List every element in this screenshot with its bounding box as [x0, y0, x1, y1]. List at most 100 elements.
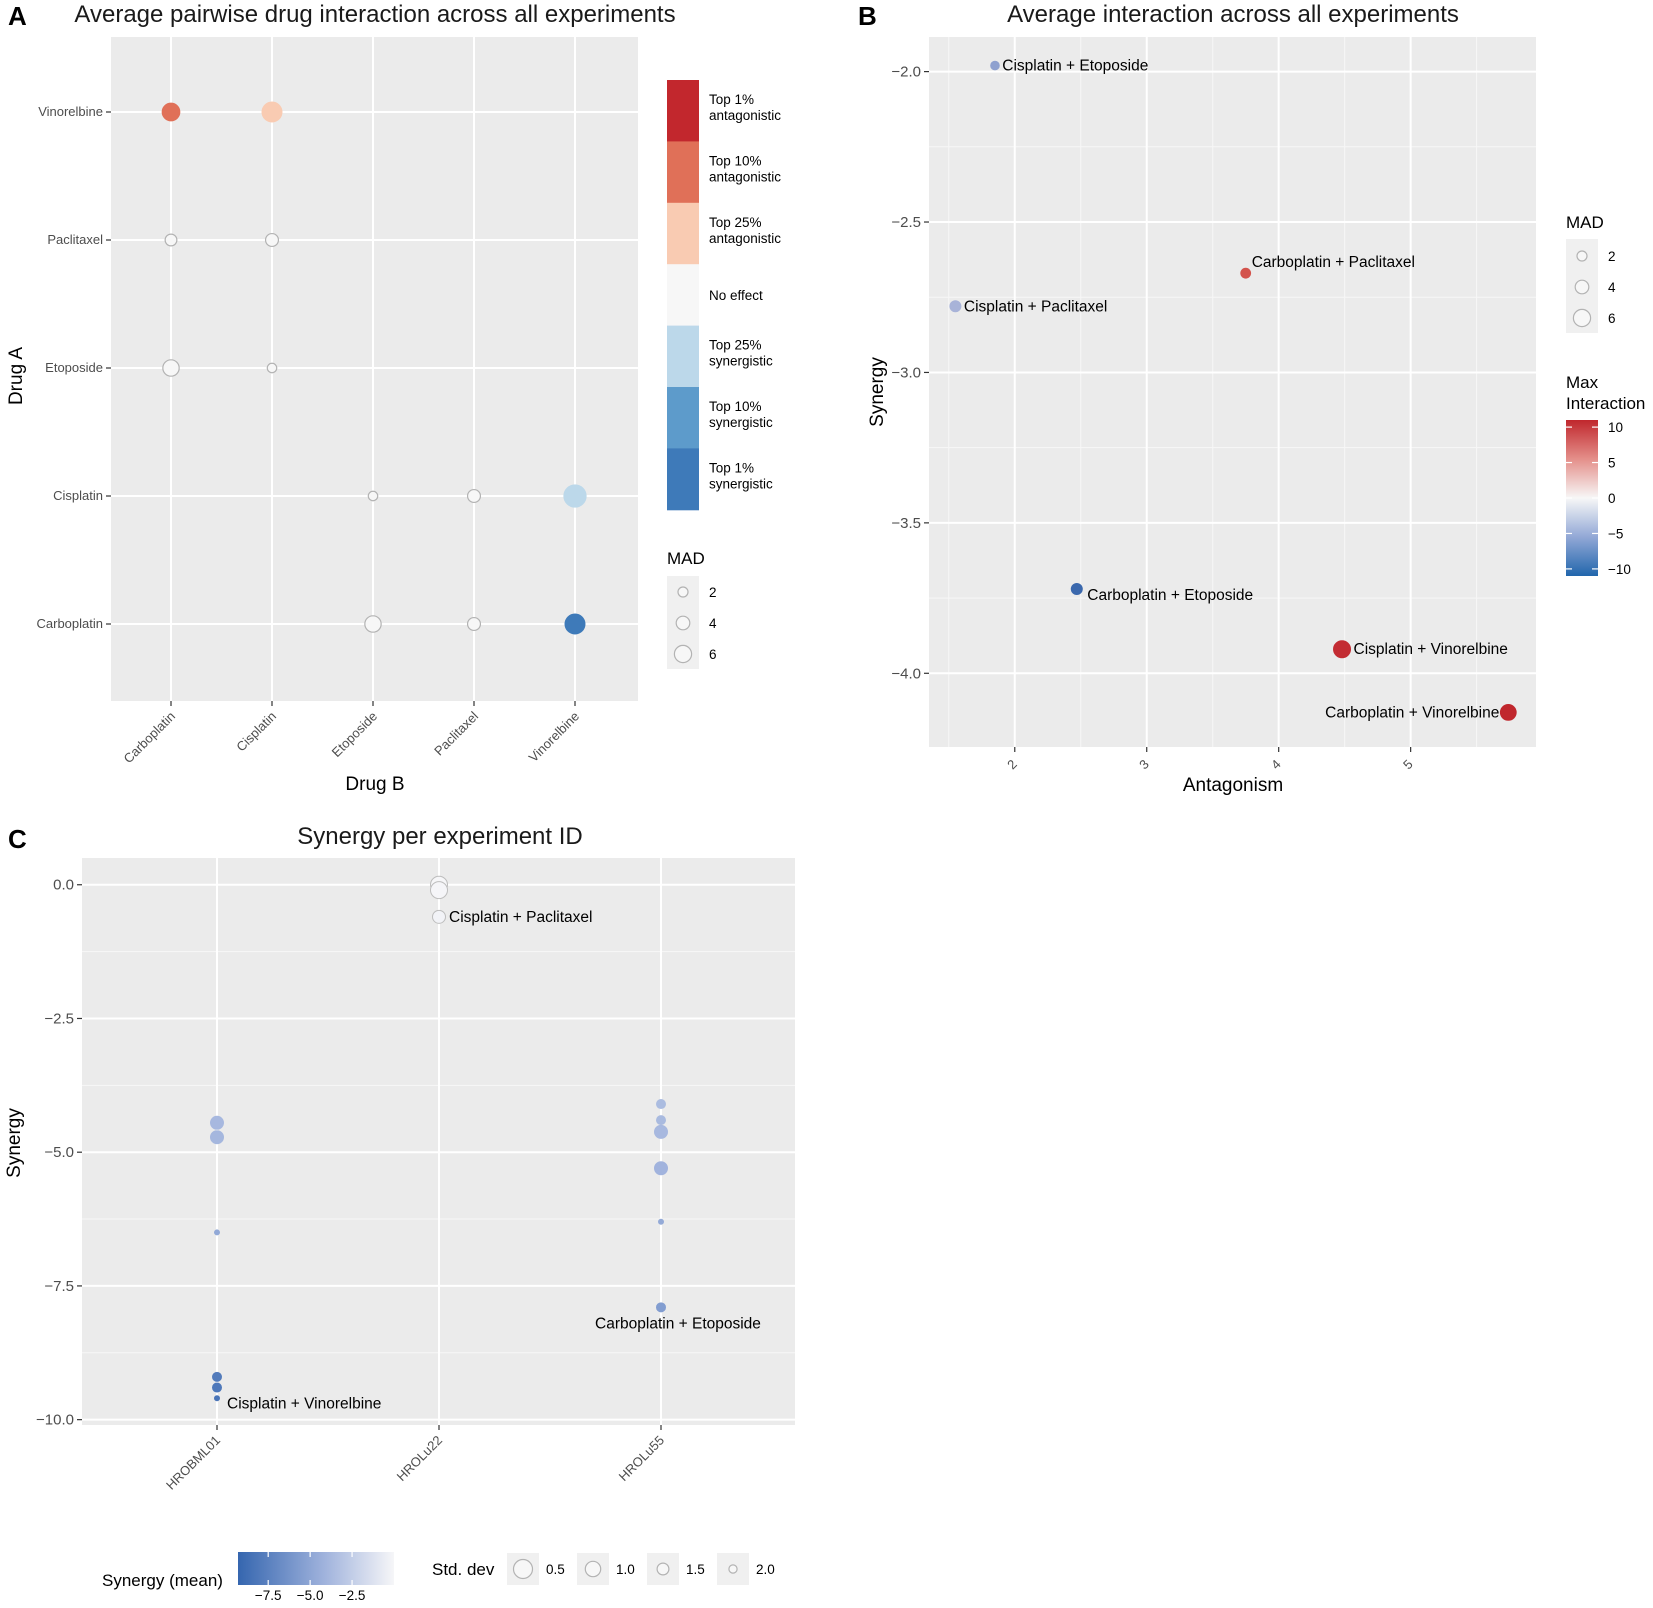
size-legend-label-1: 1.0: [616, 1562, 635, 1577]
panel-b-mad-legend: MAD 2 4 6: [1566, 213, 1616, 333]
panel-a-xlabel: Drug B: [345, 774, 404, 795]
panel-c-title: Synergy per experiment ID: [297, 823, 582, 850]
panel-b-color-legend-title-1: Max: [1566, 373, 1599, 392]
point-hrolu55-13: [658, 1218, 664, 1225]
panel-c: C Synergy per experiment ID HROBML01 HROL…: [4, 823, 795, 1603]
panel-b-x-ticks: 2 3 4 5: [1004, 747, 1416, 772]
tick-label-y-3: −3.0: [891, 364, 921, 381]
panel-label-a: A: [8, 1, 27, 31]
point-cisplatin-etoposide: [367, 490, 379, 502]
legend-swatch-top10-antagonistic: [667, 141, 699, 204]
mad-legend-label-4: 4: [709, 616, 717, 631]
point-hrobml01-2: [214, 1229, 220, 1236]
annotation-carboplatin-etoposide: Carboplatin + Etoposide: [595, 1315, 761, 1332]
tick-label-y-etoposide: Etoposide: [45, 360, 103, 375]
color-legend-label-5: 5: [1608, 456, 1616, 471]
tick-label-y-0: 0.0: [53, 877, 74, 894]
mad-legend-key-4: [1574, 279, 1590, 295]
point-hrolu55-9: [656, 1099, 666, 1110]
size-legend-label-0-5: 0.5: [546, 1562, 565, 1577]
panel-a-y-ticks: Vinorelbine Paclitaxel Etoposide Cisplatin C…: [37, 104, 111, 631]
tick-label-x-carboplatin: Carboplatin: [120, 709, 178, 767]
size-legend-label-1-5: 1.5: [686, 1562, 705, 1577]
legend-label-top10-antagonistic-line1: Top 10%: [709, 153, 762, 168]
tick-label-x-5: 5: [1400, 757, 1416, 773]
point-cisplatin-paclitaxel: [949, 300, 962, 313]
point-cisplatin-vinorelbine: [1333, 640, 1352, 659]
point-paclitaxel-carboplatin: [164, 233, 178, 247]
legend-swatch-top1-synergistic: [667, 448, 699, 511]
point-hrolu55-10: [656, 1115, 666, 1126]
legend-label-top1-synergistic-line1: Top 1%: [709, 460, 754, 475]
tick-label-y-10: −10.0: [36, 1412, 74, 1429]
size-legend-key-1-5: [656, 1562, 670, 1576]
panel-b-background: [929, 37, 1536, 747]
legend-label-top10-synergistic-line1: Top 10%: [709, 399, 762, 414]
point-hrolu55-12: [654, 1161, 668, 1176]
size-legend-label-2: 2.0: [756, 1562, 775, 1577]
point-carboplatin-paclitaxel: [466, 616, 482, 632]
point-carboplatin-vinorelbine: [1499, 704, 1517, 721]
mad-legend-label-2: 2: [709, 585, 717, 600]
mad-legend-key-4: [675, 615, 691, 631]
size-legend-key-1: [584, 1560, 602, 1578]
point-carboplatin-etoposide: [364, 615, 382, 633]
point-hrobml01-3: [212, 1371, 222, 1382]
color-legend-label-0: 0: [1608, 491, 1616, 506]
panel-c-size-legend: Std. dev 0.5 1.0 1.5 2.0: [432, 1553, 775, 1585]
legend-label-top1-antagonistic-line2: antagonistic: [709, 108, 781, 123]
point-hrolu55-11: [654, 1124, 668, 1139]
tick-label-y-5: −5.0: [44, 1144, 74, 1161]
point-hrolu22-8: [432, 909, 446, 924]
point-hrobml01-4: [212, 1382, 222, 1393]
annotation-cisplatin-vinorelbine: Cisplatin + Vinorelbine: [227, 1396, 381, 1413]
tick-label-x-hrolu55: HROLu55: [616, 1433, 667, 1484]
tick-label-x-4: 4: [1268, 757, 1284, 773]
mad-legend-key-6: [673, 644, 693, 664]
point-hrolu55-14: [656, 1302, 666, 1313]
point-carboplatin-paclitaxel: [1240, 267, 1252, 279]
point-label-cisplatin-paclitaxel: Cisplatin + Paclitaxel: [964, 298, 1107, 315]
color-legend-label-10: 10: [1608, 420, 1623, 435]
panel-b-title: Average interaction across all experimen…: [1007, 1, 1459, 28]
point-cisplatin-paclitaxel: [466, 488, 482, 504]
tick-label-x-hrolu22: HROLu22: [394, 1433, 445, 1484]
mad-legend-label-4: 4: [1608, 280, 1616, 295]
tick-label-y-7-5: −7.5: [44, 1278, 74, 1295]
panel-c-color-legend: Synergy (mean) −7.5 −5.0 −2.5: [102, 1552, 394, 1603]
tick-label-y-cisplatin: Cisplatin: [53, 488, 103, 503]
legend-label-top25-antagonistic-line2: antagonistic: [709, 231, 781, 246]
point-paclitaxel-cisplatin: [264, 232, 280, 248]
panel-c-ylabel: Synergy: [4, 1108, 25, 1178]
point-hrolu22-7: [430, 881, 448, 900]
legend-label-top25-synergistic-line1: Top 25%: [709, 338, 762, 353]
tick-label-y-2-5: −2.5: [891, 214, 921, 231]
tick-label-y-4: −4.0: [891, 665, 921, 682]
point-label-cisplatin-etoposide: Cisplatin + Etoposide: [1002, 58, 1148, 75]
point-label-carboplatin-etoposide: Carboplatin + Etoposide: [1087, 587, 1253, 604]
panel-b-xlabel: Antagonism: [1183, 775, 1283, 796]
legend-label-top25-antagonistic-line1: Top 25%: [709, 215, 762, 230]
tick-label-x-cisplatin: Cisplatin: [233, 709, 279, 755]
panel-b-color-legend-title-2: Interaction: [1566, 394, 1645, 413]
size-legend-key-2: [728, 1564, 738, 1574]
color-legend-label-2-5: −2.5: [339, 1588, 366, 1603]
point-hrobml01-0: [210, 1115, 224, 1130]
legend-label-top25-synergistic-line2: synergistic: [709, 354, 773, 369]
panel-b: B Average interaction across all experim…: [858, 1, 1645, 796]
color-legend-bar: [238, 1552, 394, 1585]
point-cisplatin-vinorelbine: [563, 484, 587, 508]
color-legend-label-10: −10: [1608, 562, 1631, 577]
panel-a-x-ticks: Carboplatin Cisplatin Etoposide Paclitaxel V…: [120, 701, 582, 766]
panel-label-b: B: [858, 1, 877, 31]
legend-swatch-top25-antagonistic: [667, 202, 699, 265]
tick-label-y-2-5: −2.5: [44, 1010, 74, 1027]
panel-a-points: [161, 101, 587, 635]
legend-swatch-top10-synergistic: [667, 387, 699, 449]
panel-c-y-ticks: 0.0 −2.5 −5.0 −7.5 −10.0: [36, 877, 82, 1429]
panel-c-color-legend-title: Synergy (mean): [102, 1571, 223, 1590]
point-vinorelbine-cisplatin: [261, 101, 283, 123]
tick-label-y-vinorelbine: Vinorelbine: [38, 104, 103, 119]
